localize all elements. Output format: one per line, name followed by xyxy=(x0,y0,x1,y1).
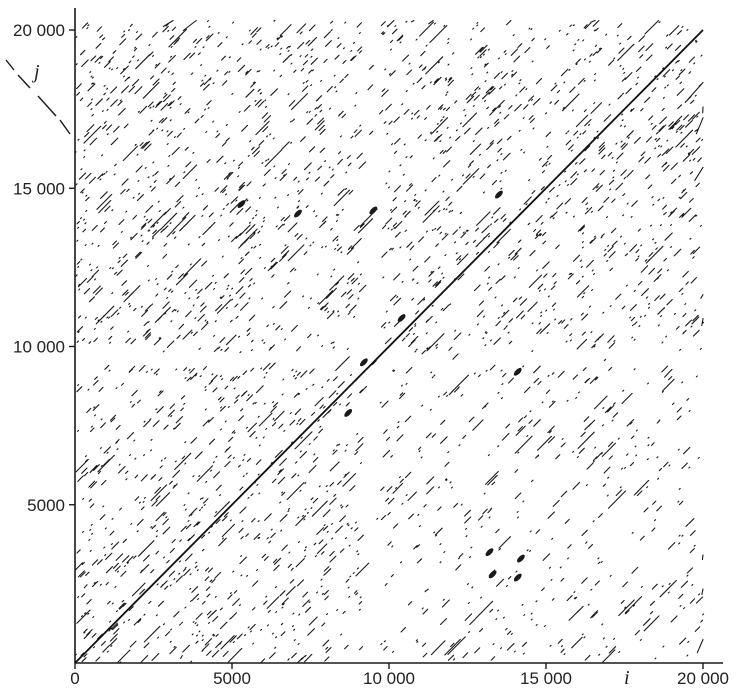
dot-plot-marks xyxy=(74,19,705,664)
main-diagonal-line xyxy=(74,29,704,664)
x-tick-label: 5000 xyxy=(213,669,251,688)
repeat-blob xyxy=(359,358,368,367)
repeat-blob xyxy=(237,200,246,208)
edge-dash-mark xyxy=(5,59,71,135)
y-tick-label: 5000 xyxy=(27,496,65,515)
repeat-blob xyxy=(494,190,503,199)
y-tick-label: 15 000 xyxy=(13,179,65,198)
repeat-blob xyxy=(513,367,522,376)
x-tick-label: 20 000 xyxy=(677,669,729,688)
axis-ticks: 0 5000 10 000 15 000 20 000 5000 10 000 15 000 2… xyxy=(13,21,729,688)
y-tick-label: 20 000 xyxy=(13,21,65,40)
x-axis-title: i xyxy=(624,667,630,688)
repeat-blob xyxy=(369,206,378,215)
repeat-blob xyxy=(397,314,406,322)
y-axis-title: j xyxy=(31,61,40,83)
plot-marks xyxy=(5,19,705,664)
y-tick-label: 10 000 xyxy=(13,338,65,357)
x-tick-label: 0 xyxy=(70,669,79,688)
repeat-blob xyxy=(294,209,302,218)
repeat-blob xyxy=(344,409,353,417)
x-tick-label: 15 000 xyxy=(520,669,572,688)
repeat-blob xyxy=(488,570,497,579)
repeat-blob xyxy=(516,554,525,563)
x-tick-label: 10 000 xyxy=(363,669,415,688)
repeat-blob xyxy=(485,548,494,557)
repeat-blob xyxy=(513,573,522,582)
